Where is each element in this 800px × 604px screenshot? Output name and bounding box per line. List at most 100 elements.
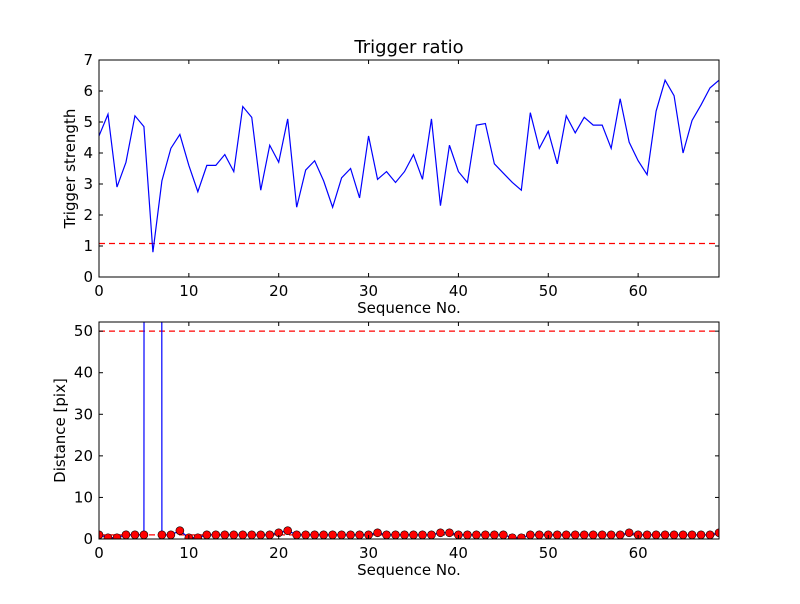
data-point bbox=[130, 530, 140, 539]
data-point bbox=[472, 530, 481, 539]
x-tick-label: 40 bbox=[449, 282, 468, 300]
x-axis-label: Sequence No. bbox=[357, 299, 461, 317]
x-tick-label: 10 bbox=[179, 544, 198, 562]
data-point bbox=[660, 530, 670, 539]
data-point bbox=[328, 530, 337, 539]
data-point bbox=[597, 530, 607, 539]
data-point bbox=[211, 530, 221, 539]
y-tick-label: 2 bbox=[83, 206, 93, 224]
data-point bbox=[651, 530, 661, 539]
axes-0: 0 10 20 30 40 50 60 0 1 2 3 4 5 6 7 Sequence No. Trigger… bbox=[61, 37, 720, 317]
y-tick-label: 40 bbox=[74, 364, 93, 382]
data-point bbox=[337, 530, 346, 539]
y-tick-label: 0 bbox=[83, 530, 93, 548]
data-point bbox=[283, 526, 292, 535]
data-point bbox=[508, 533, 517, 539]
data-point bbox=[310, 530, 319, 539]
data-point bbox=[247, 530, 257, 539]
data-point bbox=[561, 530, 571, 539]
plot-area bbox=[99, 78, 719, 253]
series-line bbox=[99, 78, 719, 253]
data-point bbox=[534, 530, 544, 539]
y-tick-label: 6 bbox=[83, 82, 93, 100]
data-point bbox=[166, 530, 176, 539]
data-point bbox=[229, 530, 239, 539]
data-point bbox=[552, 530, 562, 539]
data-point bbox=[220, 530, 230, 539]
data-point bbox=[175, 526, 185, 535]
data-point bbox=[427, 530, 436, 539]
axes-frame bbox=[98, 59, 720, 278]
data-point bbox=[99, 530, 104, 539]
data-point bbox=[624, 528, 634, 538]
y-tick-label: 50 bbox=[74, 322, 93, 340]
x-tick-label: 0 bbox=[94, 544, 104, 562]
data-point bbox=[588, 530, 598, 539]
data-point bbox=[481, 530, 490, 539]
data-point bbox=[238, 530, 248, 539]
x-axis-label: Sequence No. bbox=[357, 561, 461, 579]
y-tick-label: 3 bbox=[83, 175, 93, 193]
data-point bbox=[382, 530, 391, 539]
data-point bbox=[615, 530, 625, 539]
data-point bbox=[669, 530, 679, 539]
data-point bbox=[346, 530, 355, 539]
data-point bbox=[687, 530, 697, 539]
data-point bbox=[714, 528, 719, 538]
y-axis-label: Trigger strength bbox=[61, 109, 79, 230]
data-point bbox=[121, 530, 131, 539]
data-point bbox=[292, 530, 301, 539]
x-tick-label: 30 bbox=[359, 282, 378, 300]
data-point bbox=[265, 530, 275, 539]
x-tick-label: 50 bbox=[539, 282, 558, 300]
plot-area bbox=[99, 322, 719, 539]
y-tick-label: 7 bbox=[83, 51, 93, 69]
y-tick-label: 10 bbox=[74, 488, 93, 506]
axes-frame bbox=[98, 321, 720, 540]
data-point bbox=[499, 530, 508, 539]
data-point bbox=[355, 530, 364, 539]
data-point bbox=[490, 530, 499, 539]
data-point bbox=[436, 528, 445, 538]
data-point bbox=[606, 530, 616, 539]
x-tick-label: 30 bbox=[359, 544, 378, 562]
data-point bbox=[139, 530, 149, 539]
data-point bbox=[526, 530, 535, 539]
data-point bbox=[409, 530, 418, 539]
y-tick-label: 1 bbox=[83, 237, 93, 255]
data-point bbox=[705, 530, 715, 539]
x-tick-label: 60 bbox=[629, 282, 648, 300]
data-point bbox=[256, 530, 266, 539]
data-point bbox=[678, 530, 688, 539]
axes-1: 0 10 20 30 40 50 60 0 10 20 30 40 50 Sequence No. Dist… bbox=[51, 321, 720, 579]
series-line bbox=[99, 322, 719, 539]
data-point bbox=[157, 530, 167, 539]
data-point bbox=[400, 530, 409, 539]
y-tick-label: 30 bbox=[74, 405, 93, 423]
data-point bbox=[463, 530, 472, 539]
data-point bbox=[418, 530, 427, 539]
data-point bbox=[517, 533, 526, 539]
y-tick-label: 4 bbox=[83, 144, 93, 162]
chart-title: Trigger ratio bbox=[353, 37, 463, 58]
data-point bbox=[570, 530, 580, 539]
x-tick-label: 20 bbox=[269, 544, 288, 562]
x-tick-label: 40 bbox=[449, 544, 468, 562]
y-tick-label: 5 bbox=[83, 113, 93, 131]
y-axis-label: Distance [pix] bbox=[51, 378, 69, 483]
data-point bbox=[373, 528, 382, 538]
x-tick-label: 0 bbox=[94, 282, 104, 300]
x-tick-label: 20 bbox=[269, 282, 288, 300]
y-tick-label: 0 bbox=[83, 268, 93, 286]
y-tick-label: 20 bbox=[74, 447, 93, 465]
data-point bbox=[103, 533, 113, 539]
data-point bbox=[193, 533, 203, 539]
data-point bbox=[391, 530, 400, 539]
data-point bbox=[319, 530, 328, 539]
data-point bbox=[579, 530, 589, 539]
x-tick-label: 60 bbox=[629, 544, 648, 562]
data-point bbox=[202, 530, 212, 539]
data-point bbox=[642, 530, 652, 539]
